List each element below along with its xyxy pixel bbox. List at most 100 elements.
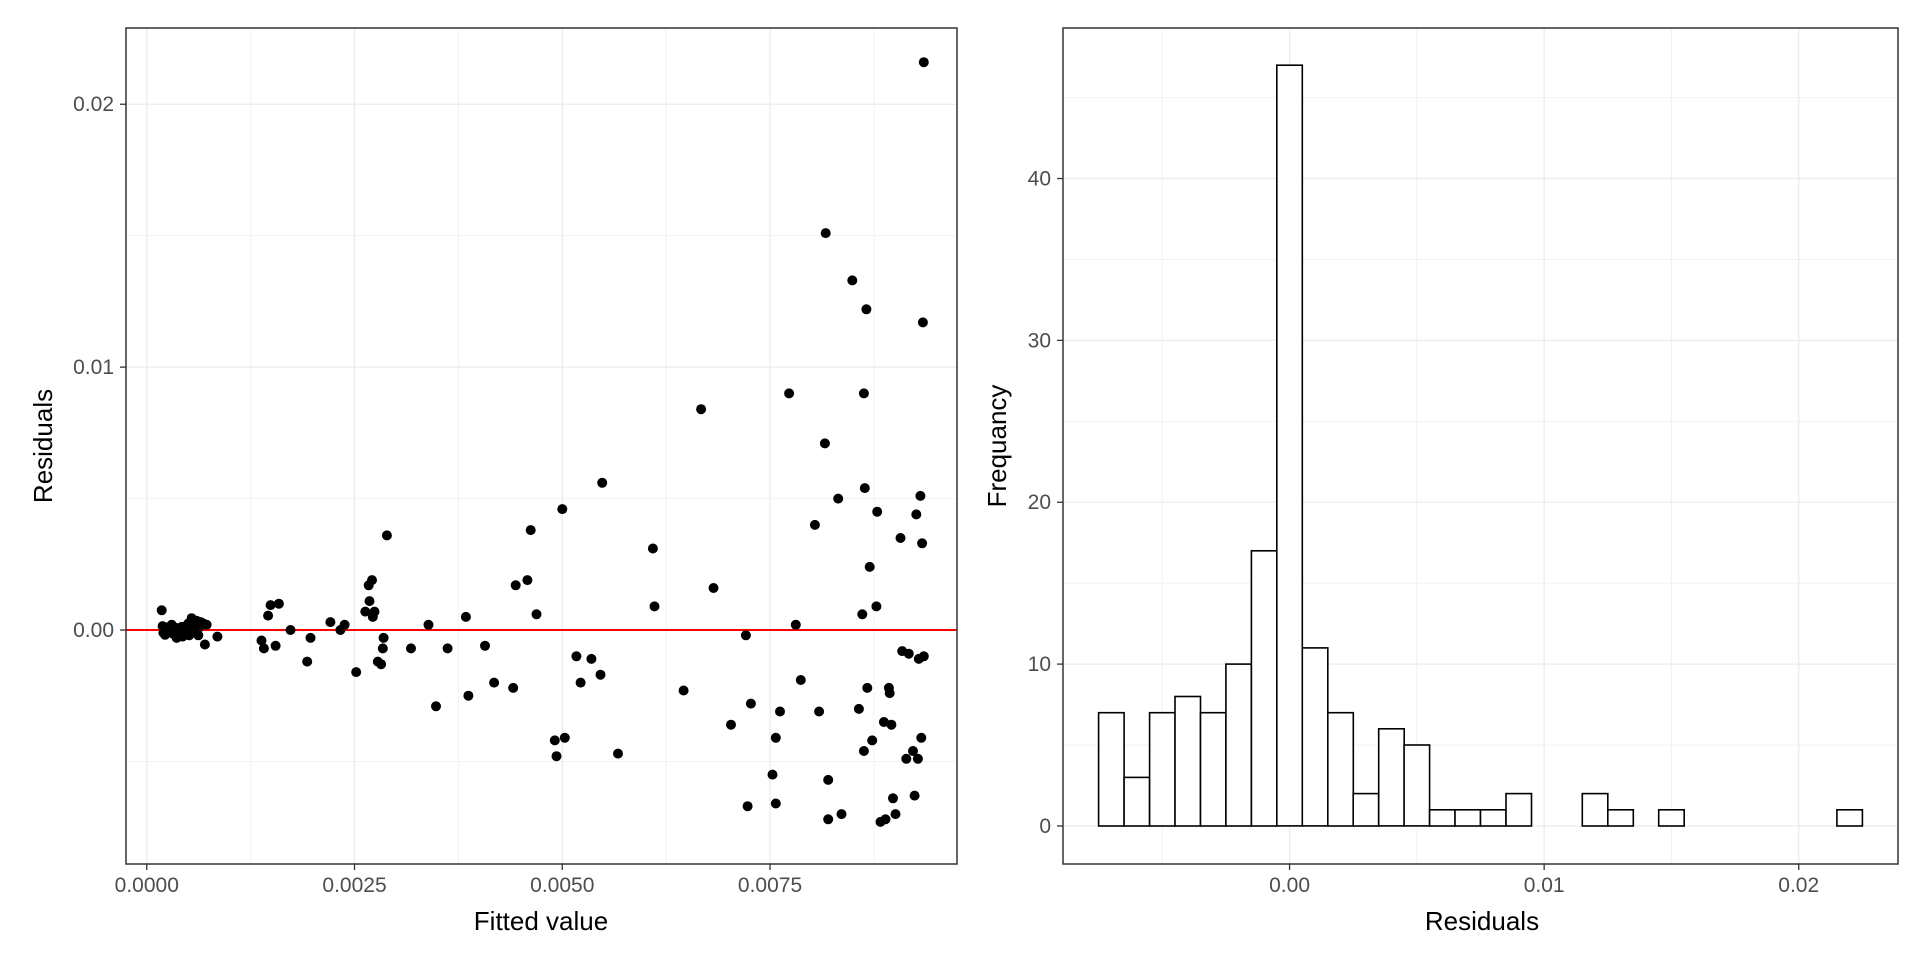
data-point [742,801,753,812]
data-point [193,630,204,641]
histogram-bar [1657,808,1685,827]
data-point [431,701,441,712]
data-point [916,732,927,743]
data-point [199,639,210,650]
data-point [377,643,388,654]
data-point [571,651,582,662]
left-panel-background [126,28,957,864]
data-point [376,659,387,670]
data-point [442,643,453,654]
histogram-bar [1225,663,1253,827]
data-point [867,735,878,746]
data-point [613,748,623,759]
data-point [525,525,536,536]
data-point [915,490,926,501]
left-x-tick-label: 0.0050 [530,874,594,897]
histogram-bar [1581,792,1609,827]
data-point [872,506,883,517]
data-point [595,669,606,680]
data-point [510,580,521,591]
data-point [339,619,350,630]
data-point [256,635,267,646]
data-point [809,519,820,530]
right-y-tick-label: 40 [1028,168,1051,191]
right-panel-border [1062,27,1899,865]
right-x-axis-title: Residuals [1425,906,1539,936]
data-point [770,732,781,743]
right-x-tick-label: 0.01 [1524,874,1565,897]
data-point [784,388,795,399]
data-point [819,438,830,449]
data-point [381,530,392,541]
data-point [909,790,920,801]
data-point [858,388,869,399]
right-y-tick-label: 30 [1028,329,1051,352]
left-y-tick-label: 0.00 [73,619,114,642]
data-point [814,706,825,717]
right-y-tick-label: 0 [1039,815,1051,838]
right-y-axis-title: Frequancy [982,385,1012,508]
right-x-tick-label: 0.00 [1269,874,1310,897]
data-point [820,228,831,239]
data-point [522,575,533,586]
left-y-axis-title: Residuals [28,389,58,503]
right-y-tick-label: 20 [1028,491,1051,514]
left-x-tick-label: 0.0000 [115,874,179,897]
data-point [857,609,868,620]
data-point [265,600,276,611]
histogram-bar [1403,744,1431,827]
data-point [201,619,212,630]
data-point [463,690,474,701]
data-point [847,275,858,286]
data-point [908,746,918,756]
data-point [378,632,389,643]
histogram-bar [1097,711,1125,827]
left-x-tick-label: 0.0025 [322,874,386,897]
data-point [858,746,869,756]
data-point [895,533,906,543]
left-y-tick-label: 0.02 [73,93,114,116]
data-point [740,630,751,641]
data-point [901,753,912,764]
data-point [696,404,707,415]
data-point [917,317,928,328]
histogram-bar [1123,776,1151,827]
data-point [823,814,834,825]
data-point [823,774,834,785]
data-point [325,617,336,628]
data-point [423,619,434,630]
data-point [369,606,380,617]
histogram-bar [1479,808,1507,827]
histogram-bar [1352,792,1380,827]
data-point [489,677,500,688]
data-point [460,611,471,622]
histogram-bar [1327,711,1355,827]
data-point [880,814,891,825]
right-x-tick-label: 0.02 [1778,874,1819,897]
data-point [775,706,785,717]
residuals-vs-fitted-plot: 0.0000 0.0025 0.0050 0.0075 0.00 0.01 0.02 [73,27,958,897]
left-x-tick-label: 0.0075 [738,874,802,897]
data-point [557,504,568,515]
histogram-bar [1836,808,1864,827]
data-point [917,538,928,549]
data-point [833,493,844,504]
left-y-tick-label: 0.01 [73,356,114,379]
data-point [258,643,269,654]
data-point [364,596,375,607]
data-point [912,753,923,764]
data-point [861,304,872,315]
histogram-bar [1301,647,1329,827]
histogram-bar [1174,695,1202,827]
data-point [790,619,801,630]
data-point [745,698,756,709]
histogram-bar [1607,808,1635,827]
residuals-histogram: 0.00 0.01 0.02 0 10 20 30 40 [1028,27,1899,897]
data-point [862,682,873,693]
data-point [575,677,586,688]
data-point [531,609,542,620]
data-point [551,751,562,762]
data-point [726,719,736,730]
data-point [649,601,660,612]
